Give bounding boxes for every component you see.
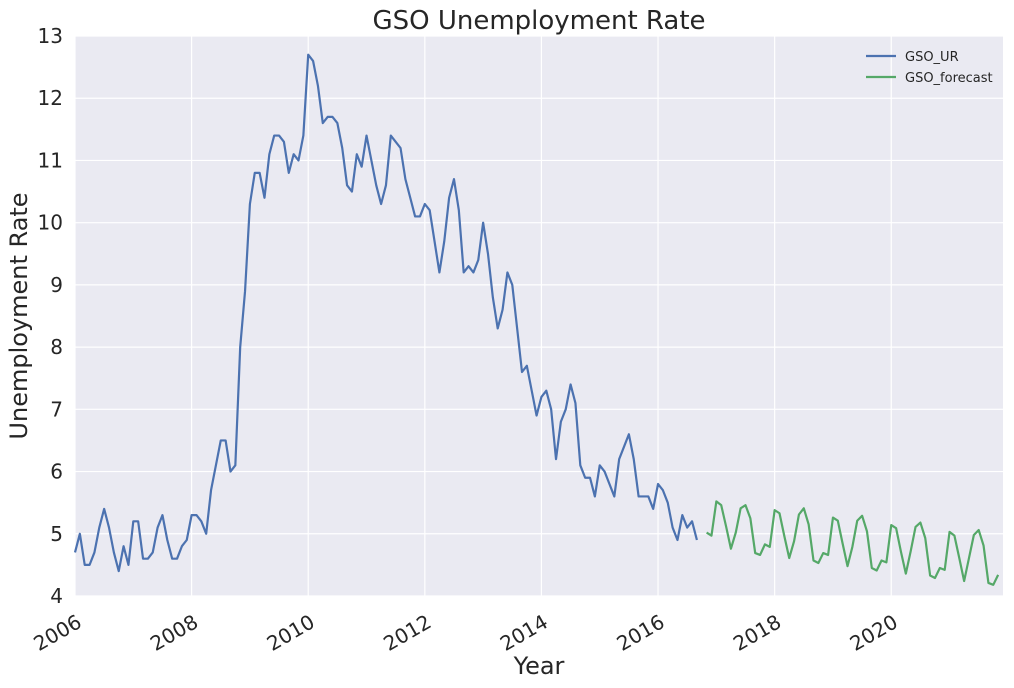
y-tick-label: 10	[38, 211, 63, 235]
x-tick-label: 2016	[612, 610, 668, 656]
x-tick-label: 2018	[729, 610, 785, 656]
grid-lines	[74, 35, 1003, 597]
legend-label-GSO_UR: GSO_UR	[905, 50, 959, 65]
y-tick-label: 12	[38, 86, 63, 110]
x-tick-label: 2008	[146, 610, 202, 656]
y-tick-label: 9	[50, 273, 63, 297]
y-tick-labels: 4 5 6 7 8 9 10 11 12 13	[38, 24, 63, 608]
y-tick-label: 4	[50, 584, 63, 608]
x-tick-label: 2012	[379, 610, 435, 656]
legend-label-GSO_forecast: GSO_forecast	[905, 71, 993, 86]
x-tick-label: 2014	[496, 610, 552, 656]
y-tick-label: 13	[38, 24, 63, 48]
chart-title: GSO Unemployment Rate	[372, 6, 705, 36]
plot-area	[75, 36, 1003, 596]
y-tick-label: 7	[50, 397, 63, 421]
y-tick-label: 6	[50, 460, 63, 484]
series-lines	[73, 53, 1000, 586]
x-tick-label: 2006	[29, 610, 85, 656]
y-tick-label: 8	[50, 335, 63, 359]
y-tick-label: 5	[50, 522, 63, 546]
series-line-GSO_UR	[73, 53, 698, 573]
y-axis-label: Unemployment Rate	[5, 192, 33, 439]
legend: GSO_UR GSO_forecast	[866, 50, 993, 86]
x-tick-labels: 2006 2008 2010 2012 2014 2016 2018 2020	[29, 610, 901, 656]
series-line-GSO_forecast	[706, 500, 1000, 586]
y-tick-label: 11	[38, 148, 63, 172]
x-axis-label: Year	[513, 652, 565, 680]
x-tick-label: 2010	[263, 610, 319, 656]
x-tick-label: 2020	[846, 610, 902, 656]
